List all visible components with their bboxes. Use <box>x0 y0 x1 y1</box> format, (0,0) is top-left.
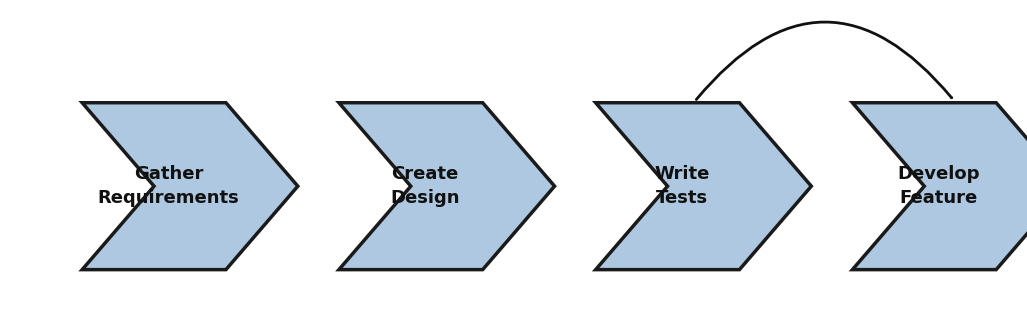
Polygon shape <box>82 103 298 270</box>
Text: Gather
Requirements: Gather Requirements <box>98 165 239 207</box>
Text: Develop
Feature: Develop Feature <box>898 165 980 207</box>
Polygon shape <box>596 103 811 270</box>
Polygon shape <box>339 103 555 270</box>
Text: Create
Design: Create Design <box>390 165 460 207</box>
Text: Write
Tests: Write Tests <box>654 165 710 207</box>
Polygon shape <box>852 103 1027 270</box>
FancyArrowPatch shape <box>696 22 952 100</box>
